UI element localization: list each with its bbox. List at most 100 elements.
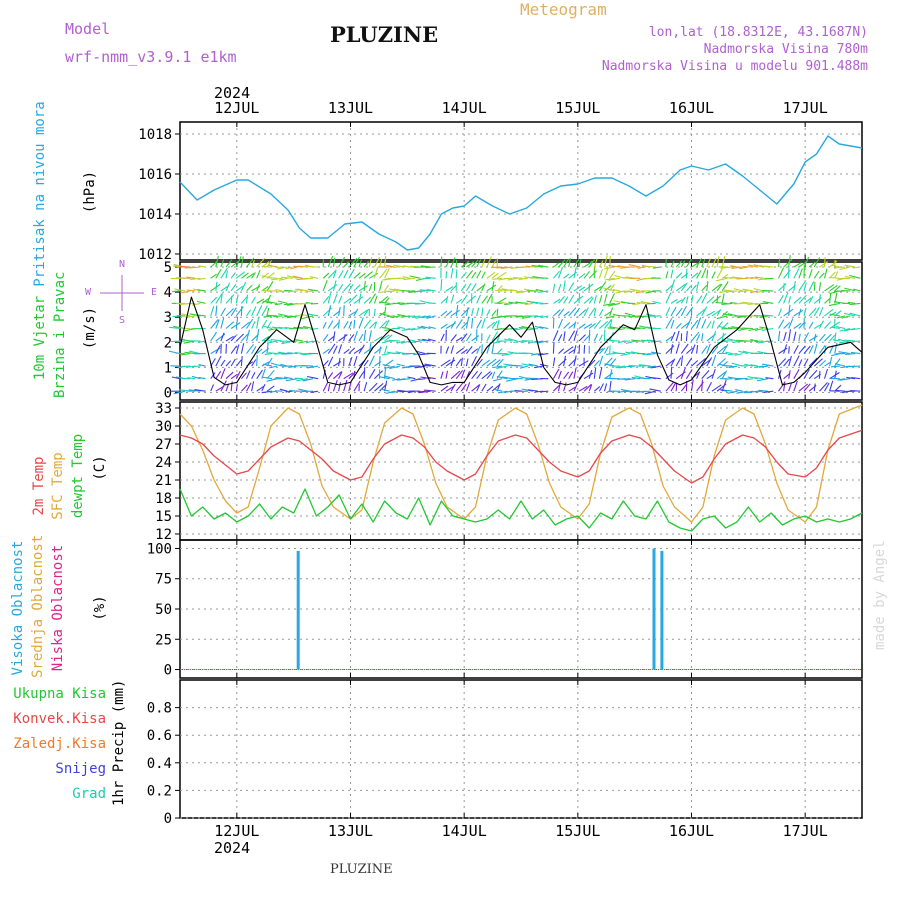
- wind-arrow: [373, 295, 378, 304]
- wind-arrow: [268, 264, 278, 268]
- wind-arrow: [241, 321, 251, 329]
- wind-arrow: [716, 333, 727, 342]
- wind-arrow: [696, 317, 702, 329]
- wind-arrow: [578, 273, 586, 279]
- wind-arrow: [823, 268, 828, 279]
- wind-arrow: [332, 345, 338, 354]
- wind-arrow: [731, 266, 743, 269]
- wind-arrow: [753, 264, 764, 268]
- wind-arrow: [578, 323, 586, 329]
- wind-arrow: [399, 390, 411, 393]
- wind-arrow: [823, 256, 826, 268]
- wind-arrow: [368, 293, 376, 304]
- wind-arrow: [828, 302, 840, 307]
- wind-arrow: [701, 370, 710, 380]
- wind-arrow: [465, 346, 473, 354]
- wind-arrow: [348, 381, 352, 392]
- panel-frame: [179, 261, 863, 401]
- wind-arrow: [573, 355, 577, 367]
- wind-arrow: [568, 386, 576, 392]
- wind-arrow: [670, 260, 675, 268]
- wind-arrow: [788, 255, 791, 268]
- wind-arrow: [719, 290, 728, 294]
- compass-s-label: S: [119, 315, 125, 326]
- wind-arrow: [476, 345, 481, 354]
- wind-arrow: [181, 365, 191, 368]
- wind-arrow: [269, 365, 278, 369]
- wind-arrow: [275, 266, 283, 269]
- wind-arrow: [215, 370, 222, 380]
- tick-label-y: 100: [147, 541, 172, 557]
- wind-arrow: [716, 371, 726, 380]
- wind-arrow: [172, 290, 181, 293]
- wind-arrow: [777, 258, 781, 268]
- wind-arrow: [245, 329, 251, 342]
- wind-arrow: [241, 272, 249, 279]
- wind-arrow: [267, 276, 278, 279]
- wind-arrow: [573, 381, 579, 392]
- wind-arrow: [301, 277, 314, 280]
- wind-arrow: [763, 390, 774, 393]
- wind-arrow: [818, 294, 821, 304]
- wind-arrow: [384, 345, 388, 354]
- wind-arrow: [225, 371, 234, 380]
- wind-arrow: [348, 321, 353, 329]
- wind-arrow: [649, 376, 661, 380]
- wind-arrow: [286, 275, 298, 279]
- wind-arrow: [395, 351, 406, 355]
- wind-arrow: [378, 356, 381, 367]
- wind-arrow: [765, 377, 774, 380]
- wind-arrow: [836, 389, 846, 392]
- wind-arrow: [754, 376, 764, 380]
- wind-arrow: [278, 326, 288, 330]
- wind-arrow: [279, 388, 288, 392]
- wind-arrow: [460, 294, 468, 304]
- wind-arrow: [471, 370, 479, 380]
- tick-label-y: 3: [164, 310, 172, 326]
- wind-arrow: [628, 390, 641, 393]
- wind-arrow: [711, 283, 722, 292]
- wind-arrow: [425, 276, 436, 279]
- wind-arrow: [273, 315, 283, 318]
- wind-arrow: [264, 353, 273, 356]
- wind-arrow: [843, 312, 856, 317]
- wind-arrow: [338, 256, 346, 268]
- wind-arrow: [721, 273, 729, 279]
- wind-arrow: [481, 359, 491, 367]
- wind-arrow: [501, 288, 513, 292]
- wind-arrow: [490, 315, 503, 320]
- wind-arrow: [563, 331, 566, 342]
- wind-arrow: [573, 258, 580, 268]
- wind-arrow: [271, 277, 283, 281]
- wind-arrow: [198, 265, 206, 268]
- wind-arrow: [528, 363, 539, 367]
- wind-arrow: [368, 321, 377, 329]
- wind-arrow: [240, 256, 244, 268]
- wind-arrow: [808, 369, 818, 380]
- wind-arrow: [363, 346, 374, 355]
- wind-arrow: [513, 277, 523, 279]
- wind-arrow: [384, 284, 390, 292]
- wind-arrow: [588, 369, 593, 379]
- wind-arrow: [598, 281, 607, 292]
- wind-arrow: [235, 359, 242, 367]
- wind-arrow: [552, 357, 556, 367]
- wind-arrow: [553, 384, 561, 392]
- wind-arrow: [808, 280, 815, 292]
- wind-arrow: [793, 369, 800, 379]
- wind-arrow: [552, 368, 560, 379]
- wind-arrow: [846, 376, 856, 380]
- wind-arrow: [348, 258, 358, 268]
- tick-label-y: 33: [155, 401, 172, 417]
- wind-arrow: [411, 340, 421, 343]
- wind-arrow: [327, 356, 334, 367]
- wind-arrow: [634, 326, 646, 330]
- wind-arrow: [298, 326, 308, 330]
- wind-arrow: [266, 385, 275, 392]
- wind-arrow: [701, 379, 703, 392]
- wind-arrow: [343, 305, 345, 316]
- wind-arrow: [813, 306, 820, 317]
- wind-arrow: [625, 351, 636, 355]
- wind-arrow: [527, 340, 539, 344]
- wind-arrow: [750, 277, 759, 279]
